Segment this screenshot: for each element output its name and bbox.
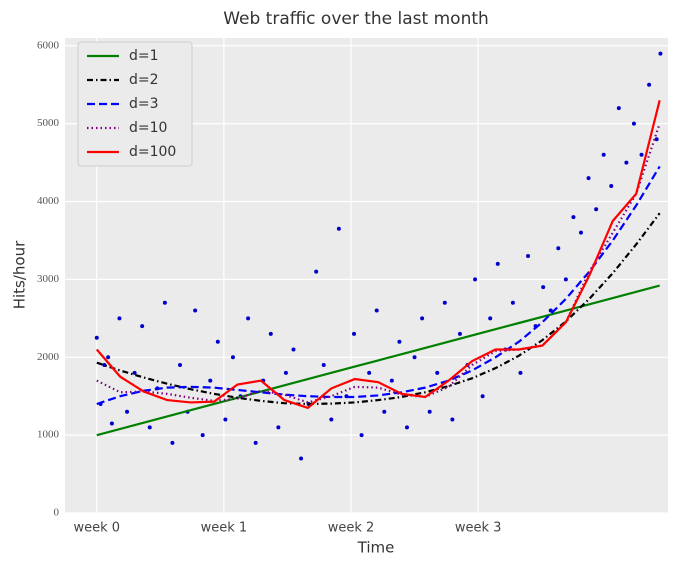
scatter-point <box>563 277 568 282</box>
lines <box>95 100 661 437</box>
scatter-point <box>442 300 447 305</box>
legend-label: d=3 <box>129 96 159 112</box>
scatter-point <box>178 363 183 368</box>
x-tick-label: week 3 <box>455 521 502 536</box>
y-tick-label: 2000 <box>37 351 60 363</box>
scatter-point <box>609 183 614 188</box>
scatter-point <box>162 300 167 305</box>
scatter-point <box>109 421 114 426</box>
scatter-point <box>246 316 251 321</box>
legend-label: d=2 <box>129 72 159 88</box>
scatter-point <box>571 215 576 220</box>
scatter-point <box>654 137 659 142</box>
scatter-point <box>336 226 341 231</box>
scatter-point <box>367 370 372 375</box>
scatter-point <box>435 370 440 375</box>
scatter-point <box>457 331 462 336</box>
x-tick-label: week 1 <box>201 521 248 536</box>
scatter-point <box>215 339 220 344</box>
y-axis-label: Hits/hour <box>11 240 29 309</box>
scatter-point <box>299 456 304 461</box>
scatter-point <box>526 254 531 259</box>
scatter-point <box>359 433 364 438</box>
legend-label: d=1 <box>129 48 159 64</box>
scatter-point <box>276 425 281 430</box>
x-axis-label: Time <box>357 539 395 557</box>
scatter-point <box>208 378 213 383</box>
y-tick-label: 4000 <box>37 195 60 207</box>
scatter-point <box>541 285 546 290</box>
scatter-point <box>450 417 455 422</box>
scatter-point <box>291 347 296 352</box>
scatter-point <box>374 308 379 313</box>
scatter-point <box>473 277 478 282</box>
scatter-point <box>427 409 432 414</box>
scatter-point <box>586 176 591 181</box>
scatter-point <box>594 207 599 212</box>
scatter-point <box>397 339 402 344</box>
scatter-point <box>253 440 258 445</box>
series-line <box>95 100 661 410</box>
scatter-point <box>578 230 583 235</box>
y-tick-label: 0 <box>54 507 60 519</box>
scatter-point <box>480 394 485 399</box>
scatter-point <box>631 121 636 126</box>
scatter-point <box>314 269 319 274</box>
scatter-point <box>200 433 205 438</box>
scatter-point <box>616 106 621 111</box>
legend-label: d=100 <box>129 144 176 160</box>
scatter-point <box>94 335 99 340</box>
scatter-point <box>193 308 198 313</box>
series-line <box>96 212 661 406</box>
scatter-point <box>106 355 111 360</box>
scatter-point <box>147 425 152 430</box>
scatter-point <box>420 316 425 321</box>
scatter-point <box>382 409 387 414</box>
legend-label: d=10 <box>129 120 167 136</box>
scatter-point <box>556 246 561 251</box>
scatter-point <box>488 316 493 321</box>
y-tick-label: 3000 <box>37 273 60 285</box>
scatter-point <box>117 316 122 321</box>
x-tick-label: week 2 <box>328 521 375 536</box>
scatter-point <box>495 261 500 266</box>
scatter-point <box>639 152 644 157</box>
scatter-point <box>268 331 273 336</box>
scatter-point <box>329 417 334 422</box>
scatter-points <box>94 51 663 461</box>
scatter-point <box>125 409 130 414</box>
scatter-point <box>140 324 145 329</box>
legend: d=1 d=2 d=3 d=10 d=100 <box>77 41 193 167</box>
scatter-point <box>223 417 228 422</box>
scatter-point <box>510 300 515 305</box>
y-tick-label: 1000 <box>37 429 60 441</box>
scatter-point <box>647 82 652 87</box>
scatter-point <box>518 370 523 375</box>
scatter-point <box>412 355 417 360</box>
scatter-point <box>601 152 606 157</box>
x-tick-label: week 0 <box>73 521 120 536</box>
scatter-point <box>283 370 288 375</box>
y-tick-label: 5000 <box>37 117 60 129</box>
legend-box <box>77 41 193 167</box>
scatter-point <box>389 378 394 383</box>
scatter-point <box>230 355 235 360</box>
scatter-point <box>321 363 326 368</box>
scatter-point <box>132 370 137 375</box>
series-line <box>96 284 660 437</box>
scatter-point <box>170 440 175 445</box>
scatter-point <box>404 425 409 430</box>
y-tick-label: 6000 <box>37 39 60 51</box>
chart-title: Web traffic over the last month <box>223 9 489 29</box>
scatter-point <box>624 160 629 165</box>
scatter-point <box>658 51 663 56</box>
scatter-point <box>352 331 357 336</box>
